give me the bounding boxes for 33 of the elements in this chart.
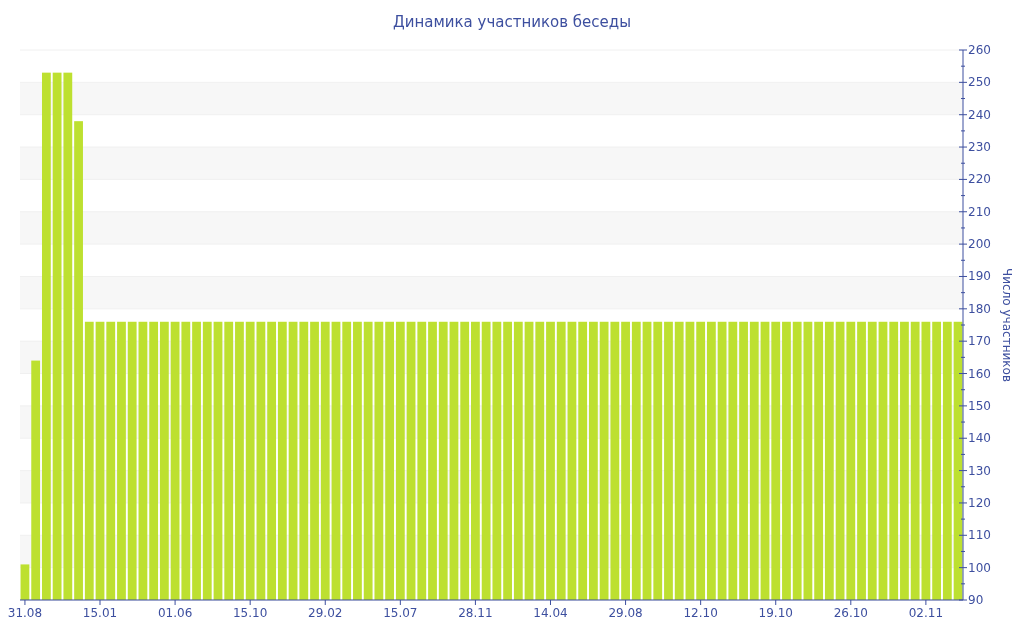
y-tick-label: 120 xyxy=(968,495,991,510)
y-tick-label: 160 xyxy=(968,366,991,381)
y-tick-label: 110 xyxy=(968,528,991,543)
y-tick-label: 200 xyxy=(968,237,991,252)
x-tick-label: 26.10 xyxy=(833,606,868,620)
y-tick-label: 130 xyxy=(968,463,991,478)
chart-title: Динамика участников беседы xyxy=(392,13,632,31)
y-tick-label: 260 xyxy=(968,43,991,57)
x-tick-label: 29.02 xyxy=(308,606,343,620)
y-tick-label: 240 xyxy=(968,107,991,122)
x-tick-label: 12.10 xyxy=(683,606,718,620)
y-axis-title: Число участников xyxy=(1000,268,1014,382)
x-tick-label: 15.07 xyxy=(383,606,418,620)
y-tick-label: 230 xyxy=(968,140,991,155)
x-tick-label: 29.08 xyxy=(608,606,643,620)
y-tick-label: 140 xyxy=(968,431,991,446)
y-tick-label: 100 xyxy=(968,560,991,575)
y-tick-label: 250 xyxy=(968,75,991,90)
y-tick-label: 170 xyxy=(968,334,991,349)
x-tick-label: 14.04 xyxy=(533,606,568,620)
x-tick-label: 15.10 xyxy=(232,606,268,620)
x-tick-label: 15.01 xyxy=(82,606,118,620)
x-tick-label: 28.11 xyxy=(458,606,493,620)
x-tick-label: 31.08 xyxy=(7,606,43,620)
y-tick-label: 210 xyxy=(968,204,991,219)
y-tick-label: 90 xyxy=(968,593,984,607)
y-tick-label: 190 xyxy=(968,269,991,284)
x-tick-label: 01.06 xyxy=(157,606,193,620)
y-tick-label: 180 xyxy=(968,301,991,316)
x-tick-label: 02.11 xyxy=(908,606,944,620)
x-tick-label: 19.10 xyxy=(758,606,793,620)
y-tick-label: 220 xyxy=(968,172,991,187)
y-tick-label: 150 xyxy=(968,398,991,413)
